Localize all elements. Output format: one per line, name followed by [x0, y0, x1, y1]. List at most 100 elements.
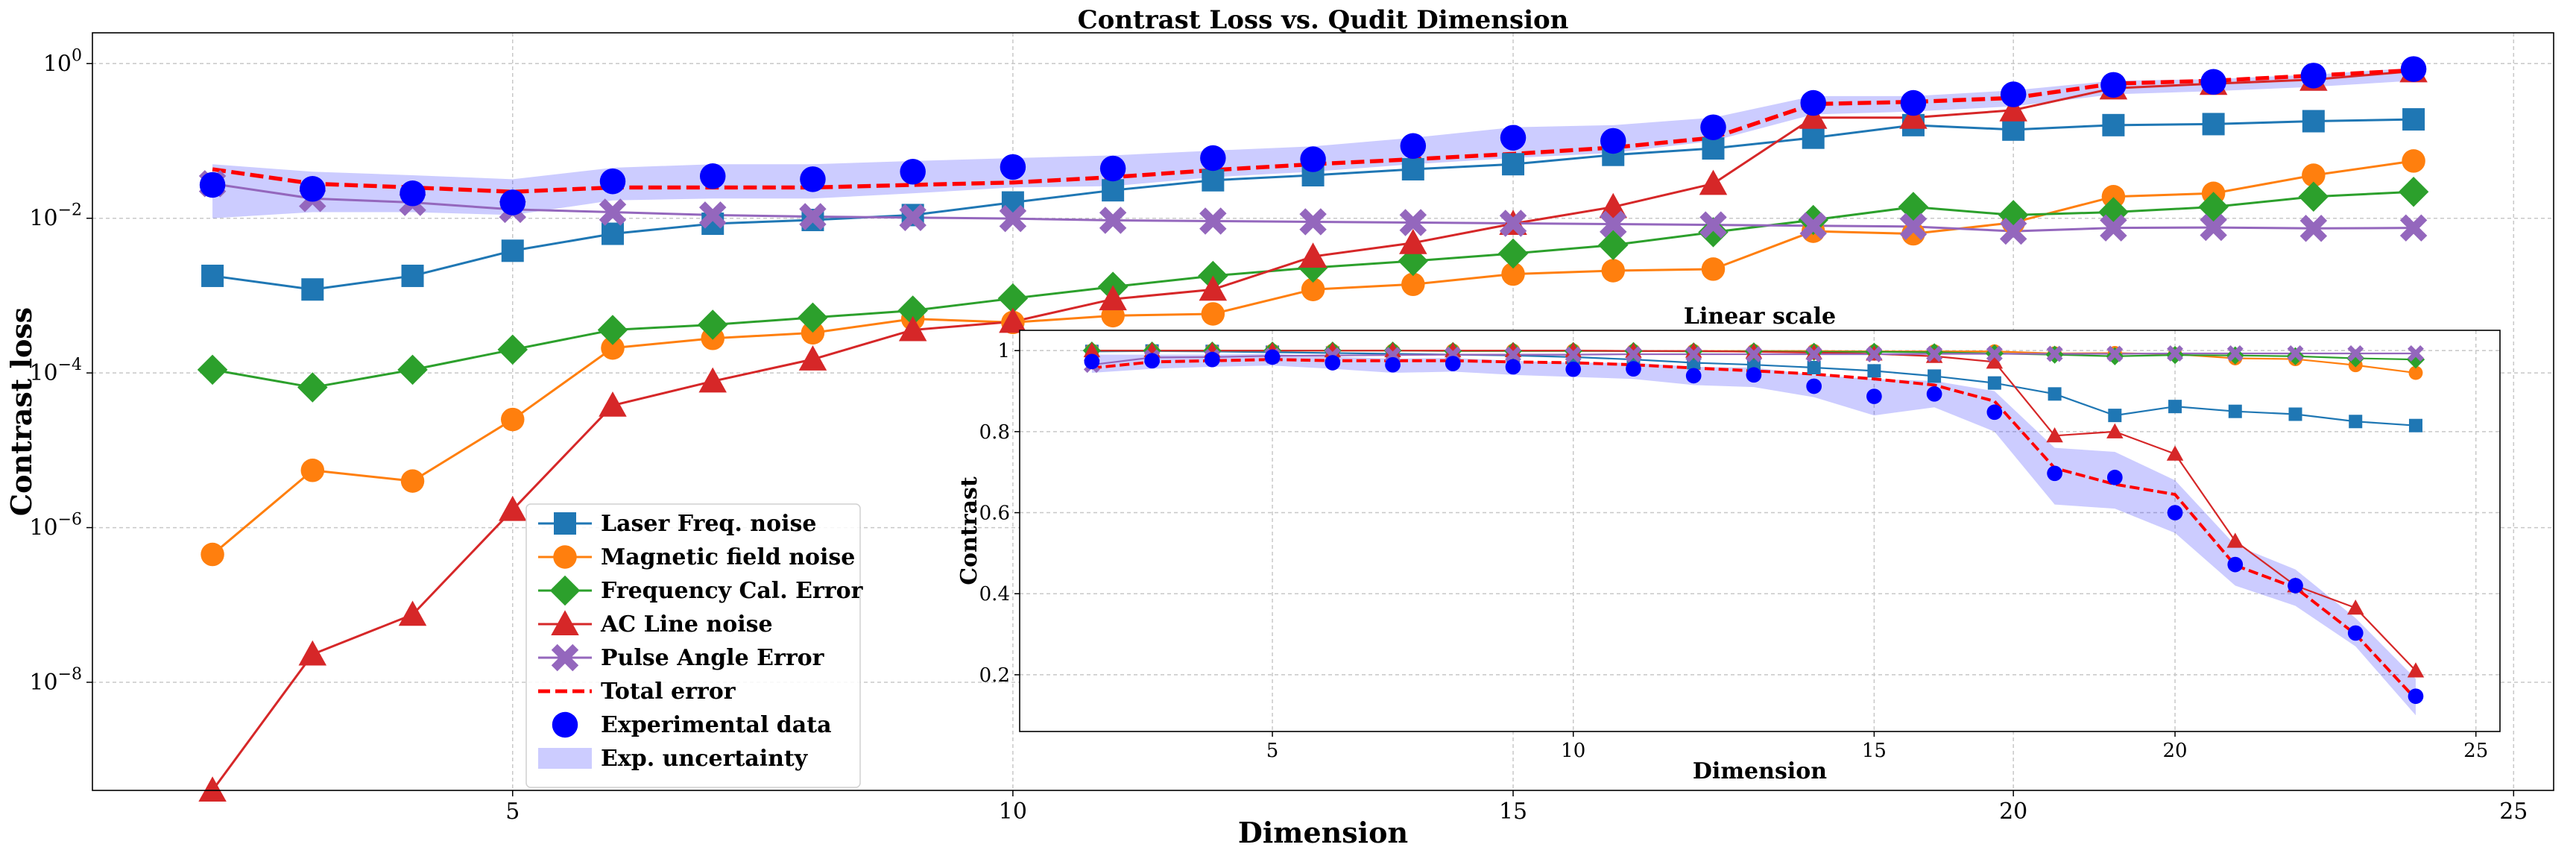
frequency-cal-error-point	[997, 283, 1029, 314]
experimental-data-point	[1565, 361, 1582, 377]
experimental-data-point	[1505, 359, 1521, 375]
pulse-angle-error-point	[1799, 212, 1827, 239]
legend-item-laser-freq-noise: Laser Freq. noise	[538, 511, 816, 537]
experimental-data-point	[2288, 578, 2303, 594]
ac-line-noise-point	[599, 391, 627, 417]
legend-label-total-error: Total error	[601, 679, 736, 705]
experimental-data-point	[2400, 56, 2427, 82]
pulse-angle-error-point-stroke-b	[1399, 209, 1427, 236]
experimental-data-point	[1385, 356, 1401, 373]
pulse-angle-error-point	[1399, 209, 1427, 236]
ac-line-noise-point	[1685, 342, 1702, 358]
experimental-data-point	[1500, 125, 1527, 151]
magnetic-field-noise-point	[1501, 262, 1525, 286]
experimental-data-point	[1746, 367, 1762, 383]
pulse-angle-error-point	[799, 203, 827, 230]
experimental-data-point	[1866, 388, 1882, 404]
magnetic-field-noise-point	[1201, 302, 1225, 326]
pulse-angle-error-point-stroke-b	[1505, 346, 1521, 363]
experimental-data-point	[1325, 355, 1341, 371]
laser-freq-noise-point	[1702, 137, 1725, 160]
legend-label-frequency-cal-error: Frequency Cal. Error	[601, 578, 864, 604]
experimental-data-point	[1986, 404, 2003, 421]
experimental-data-point	[2167, 505, 2183, 520]
pulse-angle-error-point	[2167, 345, 2183, 362]
y-tick-exponent: −8	[58, 665, 82, 684]
ac-line-noise-point	[898, 315, 927, 342]
laser-freq-noise-point	[1867, 364, 1881, 378]
y-axis-label: Contrast loss	[4, 307, 38, 516]
y-tick-exponent: 0	[72, 46, 82, 65]
ac-line-noise-point	[1699, 169, 1728, 195]
magnetic-field-noise-point	[2402, 149, 2425, 173]
frequency-cal-error-point	[1497, 238, 1529, 269]
ac-line-noise-point	[1999, 95, 2027, 122]
frequency-cal-error-point	[2298, 181, 2329, 213]
frequency-cal-error-point	[297, 372, 328, 403]
legend-marker-pulse-angle-error-stroke-b	[551, 644, 579, 672]
laser-freq-noise-point	[601, 222, 624, 245]
plot-area	[1020, 330, 2500, 731]
pulse-angle-error-point-stroke-b	[2200, 213, 2227, 242]
inset-plot: 5 10 15 20 25 0.2 0.4 0.6 0.8 1 Linear scale Dimens…	[956, 303, 2501, 784]
legend-label-exp-uncertainty: Exp. uncertainty	[601, 746, 809, 772]
pulse-angle-error-point-stroke-b	[899, 204, 926, 232]
legend-marker-laser-freq-noise	[554, 512, 576, 535]
legend-marker-magnetic-field-noise	[553, 545, 577, 569]
laser-freq-noise-point	[2102, 113, 2125, 136]
experimental-data-point	[1200, 145, 1226, 172]
frequency-cal-error-point	[798, 302, 828, 333]
pulse-angle-error-point	[1805, 346, 1822, 362]
x-tick-label: 10	[999, 799, 1027, 825]
magnetic-field-noise-point	[2408, 365, 2423, 380]
experimental-data-point	[2100, 72, 2127, 98]
magnetic-field-noise-point	[1701, 257, 1726, 281]
legend-box	[525, 503, 861, 788]
x-tick-label: 20	[2163, 740, 2188, 762]
pulse-angle-error-point-stroke-b	[1625, 346, 1642, 362]
exp-uncertainty-band	[212, 68, 2414, 218]
pulse-angle-error-point-stroke-b	[799, 203, 827, 230]
y-tick-exponent: −2	[58, 201, 82, 220]
pulse-angle-error-point	[2399, 214, 2428, 242]
laser-freq-noise-point	[2402, 108, 2425, 131]
frequency-cal-error-point	[897, 295, 928, 326]
experimental-data-point	[2408, 688, 2424, 705]
x-tick-label: 25	[2463, 740, 2488, 762]
pulse-angle-error-point	[1685, 346, 1702, 362]
legend-swatch-exp-uncertainty	[538, 748, 592, 769]
laser-freq-noise-point	[201, 264, 224, 287]
frequency-cal-error-point	[2346, 349, 2365, 368]
frequency-cal-error-markers	[197, 176, 2429, 403]
pulse-angle-error-point-stroke-b	[1299, 208, 1327, 236]
pulse-angle-error-point-stroke-b	[2347, 345, 2364, 362]
y-tick-exponent: −6	[58, 511, 82, 529]
pulse-angle-error-point	[2299, 215, 2328, 242]
experimental-data-point	[1264, 349, 1281, 365]
ac-line-noise-point	[2106, 423, 2124, 438]
pulse-angle-error-point	[2200, 213, 2227, 242]
laser-freq-noise-point	[2408, 418, 2422, 432]
pulse-angle-error-point	[1926, 345, 1943, 362]
magnetic-field-noise-point	[2101, 185, 2126, 209]
frequency-cal-error-point	[397, 354, 428, 386]
inset-x-axis-label: Dimension	[1693, 758, 1827, 784]
pulse-angle-error-point	[1565, 346, 1582, 363]
y-tick-exponent: −4	[58, 356, 82, 374]
laser-freq-noise-point	[2108, 409, 2122, 423]
legend-marker-pulse-angle-error	[551, 644, 579, 672]
inset-y-axis-label: Contrast	[956, 476, 982, 585]
legend-marker-experimental-data	[552, 711, 578, 738]
laser-freq-noise-point	[1102, 179, 1125, 202]
pulse-angle-error-point-stroke-b	[1799, 212, 1827, 239]
pulse-angle-error-point-stroke-b	[698, 201, 727, 229]
magnetic-field-noise-point	[801, 321, 825, 345]
pulse-angle-error-point	[1505, 346, 1521, 363]
ac-line-noise-point	[1899, 104, 1928, 129]
experimental-data-point	[1400, 133, 1427, 160]
ac-line-noise-point	[698, 367, 727, 393]
frequency-cal-error-point	[197, 354, 228, 386]
laser-freq-noise-point	[1202, 169, 1225, 192]
laser-freq-noise-point	[2002, 118, 2025, 141]
